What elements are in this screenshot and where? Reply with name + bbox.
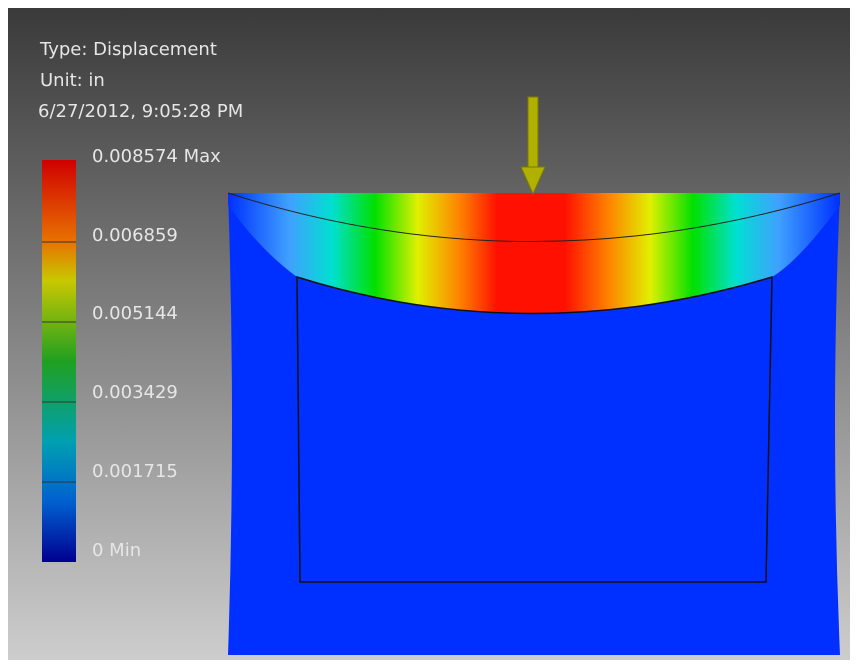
legend-label: 0.003429: [92, 382, 178, 403]
arrow-shaft: [528, 97, 538, 169]
result-type: Type: Displacement: [39, 39, 217, 60]
legend-label: 0.001715: [92, 461, 178, 482]
result-unit: Unit: in: [40, 70, 105, 91]
legend-label: 0.005144: [92, 303, 178, 324]
legend-label: 0 Min: [92, 540, 141, 561]
legend-bar: [42, 160, 76, 562]
legend-label: 0.006859: [92, 225, 178, 246]
legend-label: 0.008574 Max: [92, 146, 221, 167]
part-cutout: [297, 277, 772, 582]
result-timestamp: 6/27/2012, 9:05:28 PM: [38, 101, 243, 122]
viewport: Type: Displacement Unit: in 6/27/2012, 9…: [0, 0, 857, 667]
model: [228, 193, 840, 655]
page: Type: Displacement Unit: in 6/27/2012, 9…: [0, 0, 857, 667]
